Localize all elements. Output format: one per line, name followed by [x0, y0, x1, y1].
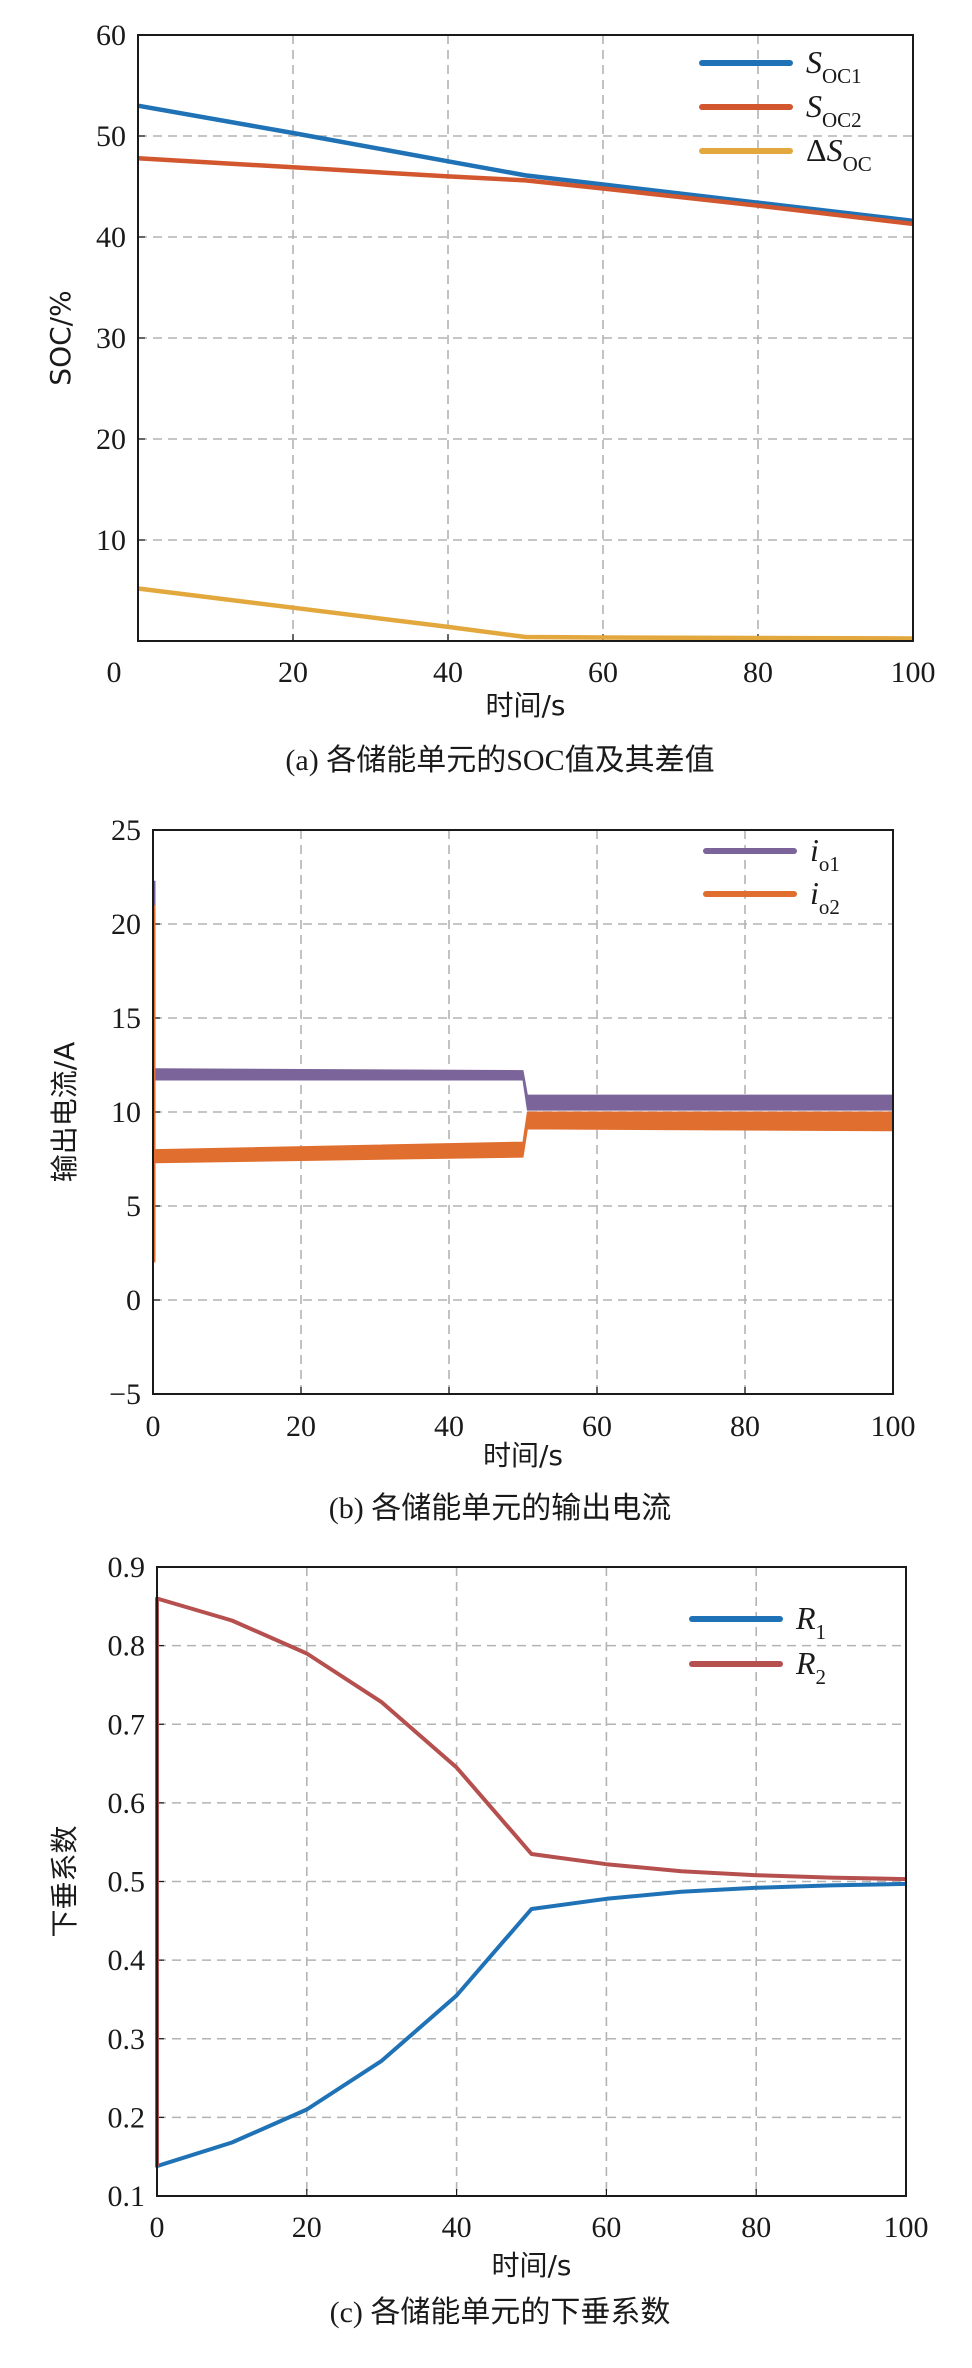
x-tick-label: 60	[591, 2211, 621, 2244]
legend-subscript: OC1	[822, 64, 862, 88]
y-tick-label: 0.2	[108, 2101, 146, 2134]
tick-labels: 0 20 40 60 80 100 10 20 30 40 50 60	[96, 19, 936, 689]
series-band-io2	[154, 1111, 894, 1164]
x-tick-label: 0	[146, 1410, 161, 1443]
x-tick-label: 40	[442, 2211, 472, 2244]
x-tick-label: 20	[286, 1410, 316, 1443]
x-tick-label: 60	[588, 656, 618, 689]
legend-symbol: i	[810, 832, 819, 868]
legend-subscript: o1	[819, 852, 840, 876]
chart-c-droop: 0 20 40 60 80 1000.10.20.30.40.50.60.70.80.9 …	[48, 1551, 929, 2329]
x-axis-label: 时间/s	[483, 1439, 563, 1472]
plot-frame	[156, 1566, 907, 2197]
y-tick-label: 0.8	[108, 1630, 146, 1663]
y-tick-label: 0.3	[108, 2023, 146, 2056]
x-tick-label: 80	[730, 1410, 760, 1443]
y-tick-label: 0.9	[108, 1551, 146, 1584]
y-tick-label: 20	[111, 908, 141, 941]
y-axis-label: SOC/%	[44, 290, 77, 385]
x-tick-label: 0	[150, 2211, 165, 2244]
caption: (c) 各储能单元的下垂系数	[330, 2296, 671, 2329]
series-line-R2	[155, 1596, 907, 2167]
y-axis-label: 输出电流/A	[48, 1042, 81, 1183]
caption: (a) 各储能单元的SOC值及其差值	[285, 744, 714, 777]
x-tick-label: 100	[884, 2211, 929, 2244]
legend-symbol: S	[827, 132, 843, 168]
legend-label: SOC2	[806, 88, 862, 132]
y-axis-label: 下垂系数	[48, 1825, 81, 1937]
y-tick-label: 40	[96, 221, 126, 254]
legend-symbol: R	[795, 1645, 816, 1681]
y-tick-label: 15	[111, 1002, 141, 1035]
legend-symbol: S	[806, 44, 822, 80]
y-tick-label: −5	[109, 1378, 141, 1411]
plot-frame	[152, 829, 894, 1395]
series-lines	[155, 1596, 907, 2169]
y-tick-label: 10	[111, 1096, 141, 1129]
legend-label: R1	[795, 1600, 826, 1644]
legend-label: SOC1	[806, 44, 862, 88]
series-band-io1	[154, 1068, 894, 1111]
legend-subscript: 1	[816, 1620, 827, 1644]
legend-label: io2	[810, 875, 840, 919]
series-bands	[152, 880, 894, 1263]
series-line-SOC1	[137, 103, 914, 224]
x-tick-label: 60	[582, 1410, 612, 1443]
y-tick-label: 0.5	[108, 1866, 146, 1899]
x-tick-label: 20	[278, 656, 308, 689]
y-tick-label: 25	[111, 814, 141, 847]
legend-prefix: Δ	[806, 132, 827, 168]
legend-symbol: R	[795, 1600, 816, 1636]
grid-lines	[137, 34, 914, 641]
legend-subscript: OC2	[822, 108, 862, 132]
y-tick-label: 10	[96, 524, 126, 557]
series-lines	[137, 103, 914, 641]
y-tick-label: 0.4	[108, 1944, 146, 1977]
legend-symbol: i	[810, 875, 819, 911]
y-tick-label: 20	[96, 423, 126, 456]
series-line-SOC2	[137, 155, 914, 227]
x-tick-label: 80	[741, 2211, 771, 2244]
x-tick-label: 20	[292, 2211, 322, 2244]
x-axis-label: 时间/s	[485, 689, 565, 722]
caption: (b) 各储能单元的输出电流	[329, 1492, 671, 1525]
legend-label: ΔSOC	[806, 132, 872, 176]
x-axis-label: 时间/s	[491, 2249, 571, 2282]
y-tick-label: 50	[96, 120, 126, 153]
series-line-R1	[155, 1598, 907, 2169]
y-tick-label: 60	[96, 19, 126, 52]
legend-subscript: o2	[819, 895, 840, 919]
plot-frame	[137, 34, 914, 642]
legend-label: io1	[810, 832, 840, 876]
grid-lines	[152, 829, 894, 1395]
series-line-delta-SOC	[137, 586, 914, 641]
x-tick-label: 40	[434, 1410, 464, 1443]
y-tick-label: 30	[96, 322, 126, 355]
x-tick-label: 100	[891, 656, 936, 689]
y-tick-label: 0.7	[108, 1708, 146, 1741]
x-tick-label: 40	[433, 656, 463, 689]
legend-subscript: OC	[843, 152, 872, 176]
y-tick-label: 0.6	[108, 1787, 146, 1820]
legend-label: R2	[795, 1645, 826, 1689]
chart-a-soc: 0 20 40 60 80 100 10 20 30 40 50 60 时间/s SOC/% (a) …	[44, 19, 936, 777]
y-tick-label: 5	[126, 1190, 141, 1223]
legend-symbol: S	[806, 88, 822, 124]
x-tick-label: 100	[871, 1410, 916, 1443]
tick-labels: 0 20 40 60 80 100 0.1 0.2 0.3 0.4 0.5 0.6 0.7 0.8 0.9	[108, 1551, 929, 2244]
legend-subscript: 2	[816, 1665, 827, 1689]
x-tick-label: 0	[107, 656, 122, 689]
grid-lines	[156, 1566, 907, 2197]
y-tick-label: 0.1	[108, 2180, 146, 2213]
x-tick-label: 80	[743, 656, 773, 689]
y-tick-label: 0	[126, 1284, 141, 1317]
